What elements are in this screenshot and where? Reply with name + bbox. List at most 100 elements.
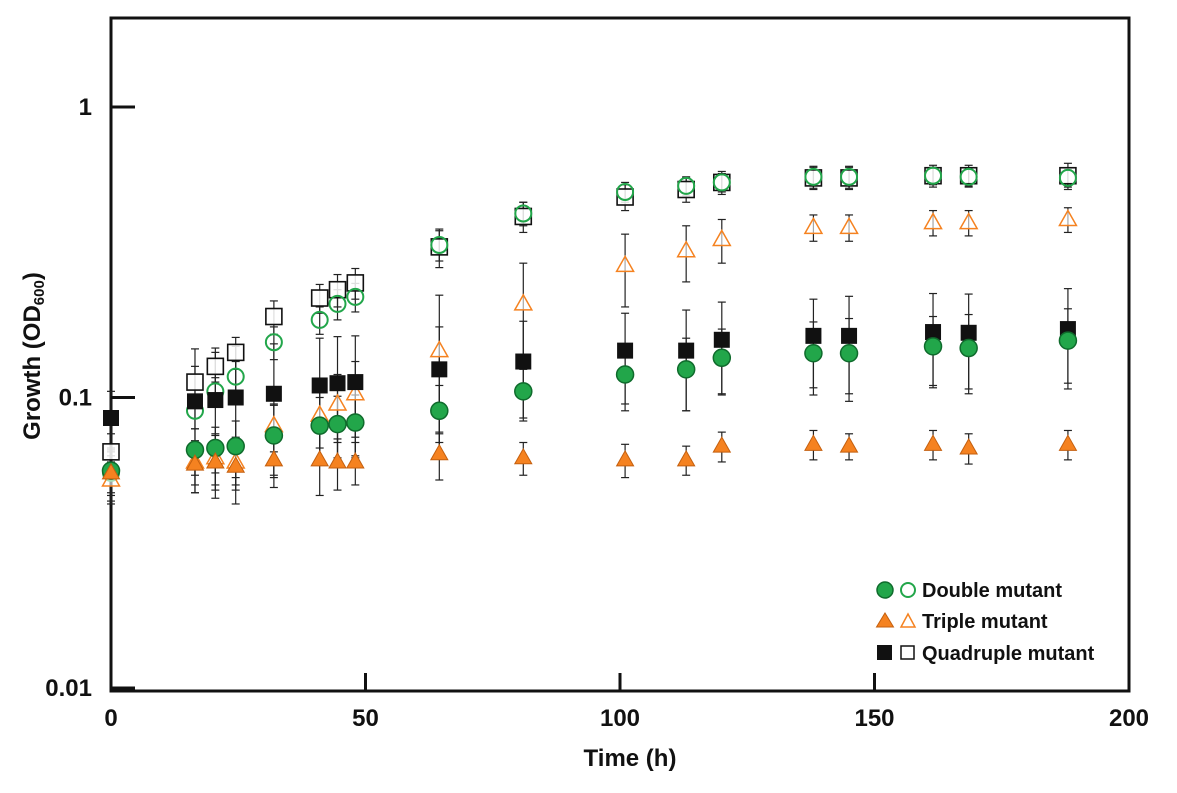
legend-quad-open-marker: [900, 645, 915, 660]
double_filled-point: [615, 365, 635, 384]
double_open-point: [514, 204, 533, 223]
quad_open-point: [616, 188, 634, 206]
y-axis-title-subscript: 600: [31, 280, 48, 305]
quad_filled-point: [617, 342, 634, 359]
quad_filled-point: [713, 331, 730, 348]
y-axis-title-main: Growth (OD: [19, 305, 46, 440]
legend-triple-filled-marker: [875, 612, 895, 628]
triple_filled-point: [328, 451, 347, 469]
triple_open-point: [615, 254, 635, 273]
y-tick-label: 0.01: [45, 675, 92, 702]
quad_open-point: [310, 289, 329, 307]
double_filled-point: [430, 401, 449, 421]
quad_open-point: [346, 274, 365, 292]
double_filled-point: [959, 338, 978, 358]
triple_open-point: [345, 383, 366, 401]
triple_filled-point: [205, 451, 225, 469]
quad_filled-point: [515, 353, 532, 370]
quad_filled-point: [207, 392, 224, 409]
y-axis-title: Growth (OD600): [19, 272, 48, 440]
triple_open-point: [1058, 208, 1078, 227]
double_open-point: [924, 166, 943, 185]
quad_filled-point: [431, 361, 448, 378]
quad_filled-point: [227, 389, 244, 406]
quad_open-point: [677, 180, 695, 199]
triple_filled-point: [676, 449, 696, 467]
triple_filled-point: [712, 436, 732, 453]
quad_filled-point: [103, 410, 119, 427]
legend-triple-label: Triple mutant: [922, 611, 1048, 633]
x-tick-label: 150: [854, 705, 894, 732]
triple_filled-point: [345, 451, 365, 469]
quad_open-point: [186, 373, 204, 391]
double_filled-point: [346, 413, 365, 432]
quad_open-point: [206, 357, 225, 376]
triple_filled-point: [101, 462, 121, 480]
triple_open-point: [712, 228, 732, 247]
x-tick-label: 200: [1109, 705, 1149, 732]
quad_filled-point: [311, 377, 328, 394]
triple_open-point: [513, 293, 534, 311]
legend-double-label: Double mutant: [922, 580, 1062, 602]
double_filled-point: [676, 360, 696, 379]
triple_filled-point: [226, 456, 246, 473]
double_filled-point: [923, 337, 943, 356]
double_open-point: [310, 310, 329, 329]
triple_open-point: [839, 216, 859, 235]
triple_open-point: [923, 212, 943, 230]
legend-double-open-marker: [900, 582, 916, 598]
y-tick-label: 1: [79, 94, 92, 121]
quad_open-point: [328, 280, 347, 299]
y-axis-title-close: ): [19, 272, 46, 280]
triple_open-point: [327, 393, 348, 411]
legend-quad-label: Quadruple mutant: [922, 643, 1095, 665]
triple_filled-point: [1058, 434, 1078, 451]
double_filled-point: [328, 414, 347, 434]
triple_filled-point: [839, 436, 859, 453]
quad_filled-point: [329, 375, 346, 392]
double_filled-point: [310, 416, 329, 435]
quad_filled-point: [960, 324, 977, 341]
data-markers: [101, 166, 1078, 487]
triple_filled-point: [310, 449, 330, 467]
triple_filled-point: [923, 434, 943, 451]
quad_filled-point: [678, 342, 695, 359]
triple_open-point: [803, 216, 824, 235]
double_filled-point: [712, 348, 732, 368]
quad_open-point: [226, 343, 245, 362]
triple_open-point: [958, 212, 979, 230]
double_filled-point: [514, 382, 533, 401]
double_filled-point: [264, 426, 284, 445]
double_open-point: [264, 333, 283, 352]
triple_filled-point: [959, 438, 979, 455]
double_open-point: [346, 287, 365, 306]
double_open-point: [959, 167, 978, 186]
quad_filled-point: [347, 374, 364, 391]
double_open-point: [1058, 168, 1077, 187]
double_filled-point: [804, 344, 823, 363]
quad_open-point: [265, 307, 283, 326]
double_filled-point: [226, 436, 245, 456]
triple_filled-point: [804, 434, 823, 451]
triple_filled-point: [264, 449, 284, 467]
triple_filled-point: [513, 447, 533, 465]
quad_filled-point: [265, 385, 282, 402]
double_open-point: [616, 182, 635, 201]
double_filled-point: [1058, 331, 1078, 350]
x-tick-label: 50: [352, 705, 379, 732]
double_open-point: [226, 367, 245, 386]
triple_open-point: [676, 240, 696, 258]
triple_filled-point: [185, 454, 205, 471]
legend: Double mutant Triple mutant Quadruple mu…: [875, 580, 1095, 665]
x-tick-label: 0: [104, 705, 117, 732]
legend-quad-filled-marker: [877, 645, 892, 660]
legend-triple-open-marker: [899, 612, 917, 628]
x-tick-label: 100: [600, 705, 640, 732]
y-tick-label: 0.1: [59, 385, 92, 412]
double_filled-point: [839, 344, 859, 363]
double_open-point: [430, 235, 449, 254]
quad_filled-point: [925, 324, 942, 341]
double_open-point: [328, 294, 347, 313]
quad_filled-point: [841, 327, 858, 344]
